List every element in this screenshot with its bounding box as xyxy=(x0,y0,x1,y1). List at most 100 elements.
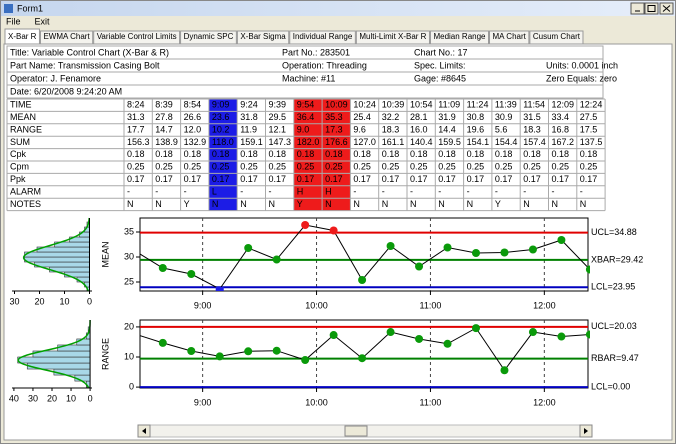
cell: 0.18 xyxy=(155,149,173,159)
y-tick-label: 0 xyxy=(129,381,134,391)
cell: 0.17 xyxy=(184,174,202,184)
header-field: Zero Equals: zero xyxy=(546,73,617,83)
tab-label[interactable]: X-Bar R xyxy=(8,32,37,41)
point xyxy=(272,255,281,264)
header-field: Operation: Threading xyxy=(282,60,367,70)
cell: - xyxy=(240,186,243,196)
x-tick-label: 10:00 xyxy=(305,397,328,407)
x-tick-label: 20 xyxy=(47,393,57,403)
tab-label[interactable]: Multi-Limit X-Bar R xyxy=(359,32,426,41)
tab-label[interactable]: EWMA Chart xyxy=(43,32,90,41)
tab-label[interactable]: Cusum Chart xyxy=(533,32,581,41)
menu-item[interactable]: Exit xyxy=(35,16,51,26)
cell: 0.17 xyxy=(212,174,230,184)
cell: 18.3 xyxy=(382,124,400,134)
cell: 0.25 xyxy=(523,162,541,172)
cell: - xyxy=(410,186,413,196)
cell: 161.1 xyxy=(382,137,405,147)
tab-label[interactable]: Median Range xyxy=(433,32,486,41)
cell: N xyxy=(325,199,332,209)
cell: 8:54 xyxy=(184,100,202,110)
hist-bar xyxy=(24,256,90,263)
cell: 0.17 xyxy=(269,174,287,184)
cell: 0.17 xyxy=(410,174,428,184)
cell: 0.25 xyxy=(212,162,230,172)
cell: - xyxy=(269,186,272,196)
cell: Y xyxy=(184,199,190,209)
cell: 159.5 xyxy=(438,137,461,147)
menu-item[interactable]: File xyxy=(6,16,21,26)
cell: 0.18 xyxy=(495,149,513,159)
y-axis-label: RANGE xyxy=(100,338,110,370)
cell: 31.9 xyxy=(438,112,456,122)
cell: N xyxy=(467,199,474,209)
tab-label[interactable]: MA Chart xyxy=(493,32,527,41)
scrollbar[interactable] xyxy=(137,424,593,438)
point xyxy=(301,356,310,365)
cell: 0.17 xyxy=(467,174,485,184)
cell: 0.18 xyxy=(552,149,570,159)
point xyxy=(415,334,424,343)
alarm-column xyxy=(208,99,238,211)
x-tick-label: 12:00 xyxy=(533,397,556,407)
header-field: Gage: #8645 xyxy=(414,73,466,83)
cell: 30.8 xyxy=(467,112,485,122)
maximize-icon xyxy=(647,5,656,12)
cell: 8:24 xyxy=(127,100,145,110)
limit-label: LCL=0.00 xyxy=(591,381,630,391)
cell: N xyxy=(382,199,389,209)
scroll-thumb[interactable] xyxy=(344,425,368,437)
window-buttons[interactable] xyxy=(630,2,674,15)
cell: 9.6 xyxy=(353,124,366,134)
tab-label[interactable]: Dynamic SPC xyxy=(184,32,234,41)
cell: 138.9 xyxy=(155,137,178,147)
alarm-column xyxy=(322,99,351,211)
maximize-button[interactable] xyxy=(644,2,659,15)
cell: 17.5 xyxy=(580,124,598,134)
cell: 31.5 xyxy=(523,112,541,122)
cell: 0.17 xyxy=(297,174,315,184)
cell: N xyxy=(410,199,417,209)
cell: 0.17 xyxy=(552,174,570,184)
x-tick-label: 0 xyxy=(88,393,93,403)
header-field: Units: 0.0001 inch xyxy=(546,60,618,70)
cell: 0.25 xyxy=(127,162,145,172)
cell: 0.25 xyxy=(269,162,287,172)
cell: 0.25 xyxy=(552,162,570,172)
x-tick-label: 10 xyxy=(66,393,76,403)
cell: H xyxy=(297,186,304,196)
cell: Y xyxy=(495,199,501,209)
point xyxy=(272,346,281,355)
y-tick-label: 20 xyxy=(124,321,134,331)
x-tick-label: 10:00 xyxy=(305,300,328,310)
point xyxy=(244,244,253,252)
cell: 0.25 xyxy=(382,162,400,172)
cell: 0.17 xyxy=(240,174,258,184)
cell: 0.18 xyxy=(523,149,541,159)
cell: 12:09 xyxy=(552,100,575,110)
cell: 0.18 xyxy=(382,149,400,159)
x-tick-label: 30 xyxy=(28,393,38,403)
header-field: Chart No.: 17 xyxy=(414,47,468,57)
menu-bar: File Exit xyxy=(6,16,50,26)
minimize-button[interactable] xyxy=(630,2,645,15)
cell: - xyxy=(523,186,526,196)
limit-label: LCL=23.95 xyxy=(591,282,635,292)
tab-strip: X-Bar R EWMA Chart Variable Control Limits… xyxy=(4,28,584,45)
cell: 0.25 xyxy=(325,162,343,172)
tab-label[interactable]: Individual Range xyxy=(293,32,353,41)
cell: 11:54 xyxy=(523,100,545,110)
point xyxy=(158,338,167,347)
tab-label[interactable]: X-Bar Sigma xyxy=(240,32,286,41)
row-label: TIME xyxy=(10,100,32,110)
cell: - xyxy=(127,186,130,196)
cell: 0.25 xyxy=(240,162,258,172)
limit-label: RBAR=9.47 xyxy=(591,353,639,363)
cell: 9:09 xyxy=(212,100,230,110)
point xyxy=(187,346,196,355)
tab-label[interactable]: Variable Control Limits xyxy=(97,32,177,41)
point xyxy=(187,270,196,278)
cell: 140.4 xyxy=(410,137,433,147)
cell: 33.4 xyxy=(552,112,570,122)
cell: 0.18 xyxy=(580,149,598,159)
